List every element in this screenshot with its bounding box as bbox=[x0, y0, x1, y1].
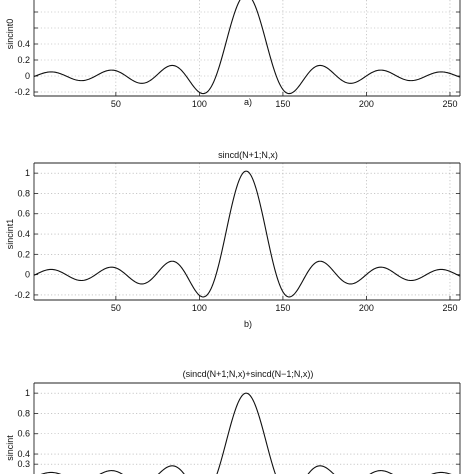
ylabel-a: sincint0 bbox=[5, 19, 15, 50]
y-tick-label: 0.4 bbox=[17, 449, 30, 459]
panel-b: sincd(N+1;N,x) sincint1 b) 1 0.8 0.6 0.4 0.2… bbox=[5, 150, 461, 329]
y-tick-label: 0.4 bbox=[17, 229, 30, 239]
x-tick-label: 250 bbox=[442, 303, 457, 313]
y-tick-label: 0.3 bbox=[17, 459, 30, 469]
y-tick-label: 0.8 bbox=[17, 188, 30, 198]
y-tick-label: 0 bbox=[25, 270, 30, 280]
title-c: (sincd(N+1;N,x)+sincd(N−1;N,x)) bbox=[183, 369, 314, 379]
y-tick-label: 1 bbox=[25, 388, 30, 398]
series-line bbox=[33, 0, 461, 95]
y-tick-label: 0.2 bbox=[17, 249, 30, 259]
x-tick-label: 100 bbox=[192, 99, 207, 109]
series-line bbox=[40, 392, 452, 474]
x-tick-label: 250 bbox=[442, 99, 457, 109]
x-tick-label: 50 bbox=[111, 99, 121, 109]
y-tick-label: 0.2 bbox=[17, 55, 30, 65]
panel-a: sincint0 a) 0.4 0.2 0 -0.2 50 100 150 200 250 bbox=[5, 0, 461, 109]
y-tick-label: 0.4 bbox=[17, 39, 30, 49]
series-line bbox=[33, 170, 461, 298]
y-tick-label: 0 bbox=[25, 71, 30, 81]
y-tick-label: 0.8 bbox=[17, 408, 30, 418]
x-tick-label: 200 bbox=[359, 99, 374, 109]
x-tick-label: 100 bbox=[192, 303, 207, 313]
panel-c: (sincd(N+1;N,x)+sincd(N−1;N,x)) sincint … bbox=[5, 369, 461, 474]
y-tick-label: 1 bbox=[25, 168, 30, 178]
title-b: sincd(N+1;N,x) bbox=[218, 150, 278, 160]
x-tick-label: 50 bbox=[111, 303, 121, 313]
x-tick-label: 150 bbox=[275, 303, 290, 313]
x-tick-label: 200 bbox=[359, 303, 374, 313]
y-tick-label: -0.2 bbox=[14, 290, 30, 300]
y-tick-label: 0.6 bbox=[17, 429, 30, 439]
caption-b: b) bbox=[244, 319, 252, 329]
y-tick-label: -0.2 bbox=[14, 87, 30, 97]
y-tick-label: 0.6 bbox=[17, 209, 30, 219]
x-tick-label: 150 bbox=[275, 99, 290, 109]
caption-a: a) bbox=[244, 97, 252, 107]
ylabel-c: sincint bbox=[5, 435, 15, 461]
ylabel-b: sincint1 bbox=[5, 219, 15, 250]
